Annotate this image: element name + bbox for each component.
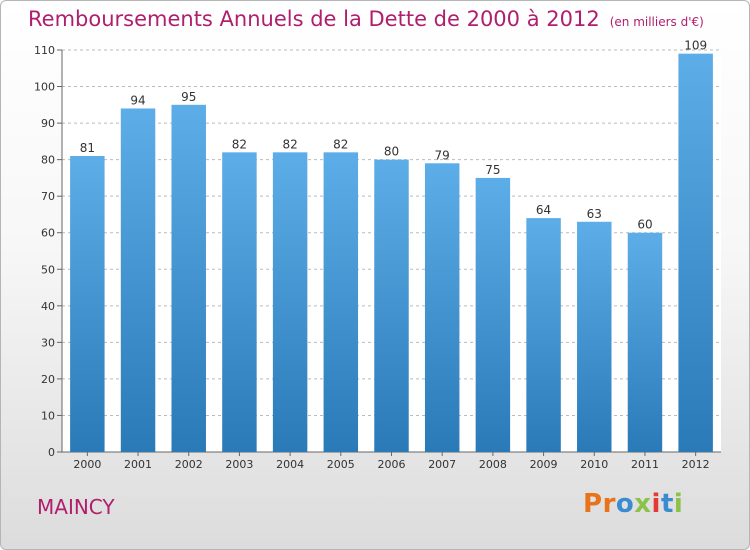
x-tick-label: 2011	[631, 458, 659, 471]
x-tick-label: 2002	[175, 458, 203, 471]
bar	[526, 218, 561, 452]
x-tick-label: 2001	[124, 458, 152, 471]
data-label: 80	[384, 145, 399, 159]
commune-name: MAINCY	[37, 495, 115, 519]
y-tick-label: 70	[41, 190, 55, 203]
x-tick-label: 2007	[428, 458, 456, 471]
x-tick-label: 2006	[378, 458, 406, 471]
bar	[475, 177, 511, 452]
data-label: 63	[587, 207, 602, 221]
logo-letter: t	[660, 489, 674, 519]
y-tick-label: 110	[34, 44, 55, 57]
x-tick-label: 2012	[682, 458, 710, 471]
y-tick-label: 90	[41, 117, 55, 130]
bar	[222, 152, 257, 452]
proxiti-logo: Proxiti	[583, 489, 683, 519]
bar	[272, 152, 308, 452]
x-tick-label: 2004	[276, 458, 304, 471]
bar	[120, 108, 156, 453]
data-label: 82	[282, 137, 297, 151]
logo-letter: x	[634, 489, 652, 519]
bar	[577, 221, 612, 452]
data-label: 79	[435, 148, 450, 162]
logo-letter: P	[583, 489, 603, 519]
title-text: Remboursements Annuels de la Dette de 20…	[28, 7, 600, 31]
y-tick-label: 30	[41, 336, 55, 349]
x-tick-label: 2000	[73, 458, 101, 471]
bar	[171, 104, 206, 453]
x-tick-label: 2010	[580, 458, 608, 471]
data-label: 109	[684, 39, 707, 53]
y-tick-label: 0	[48, 446, 55, 459]
y-tick-label: 10	[41, 409, 55, 422]
x-tick-label: 2005	[327, 458, 355, 471]
chart-title: Remboursements Annuels de la Dette de 20…	[28, 7, 704, 31]
y-tick-label: 20	[41, 373, 55, 386]
data-label: 94	[130, 93, 145, 107]
data-label: 60	[637, 218, 652, 232]
logo-letter: i	[673, 489, 684, 519]
x-tick-label: 2009	[530, 458, 558, 471]
data-label: 64	[536, 203, 551, 217]
bar	[424, 163, 460, 453]
logo-letter: o	[615, 489, 635, 519]
x-tick-label: 2008	[479, 458, 507, 471]
data-label: 75	[485, 163, 500, 177]
data-label: 95	[181, 90, 196, 104]
x-tick-label: 2003	[225, 458, 253, 471]
bar	[70, 155, 105, 452]
y-tick-label: 100	[34, 81, 55, 94]
y-tick-label: 80	[41, 154, 55, 167]
logo-letter: r	[602, 489, 616, 519]
logo-letter: i	[651, 489, 661, 519]
data-label: 82	[333, 137, 348, 151]
bar	[627, 232, 663, 452]
data-label: 82	[232, 137, 247, 151]
bar	[374, 159, 409, 453]
bar	[678, 53, 713, 453]
data-label: 81	[80, 141, 95, 155]
y-tick-label: 40	[41, 300, 55, 313]
y-tick-label: 60	[41, 227, 55, 240]
chart-subtitle: (en milliers d'€)	[609, 15, 704, 29]
bar	[323, 152, 359, 452]
y-tick-label: 50	[41, 263, 55, 276]
